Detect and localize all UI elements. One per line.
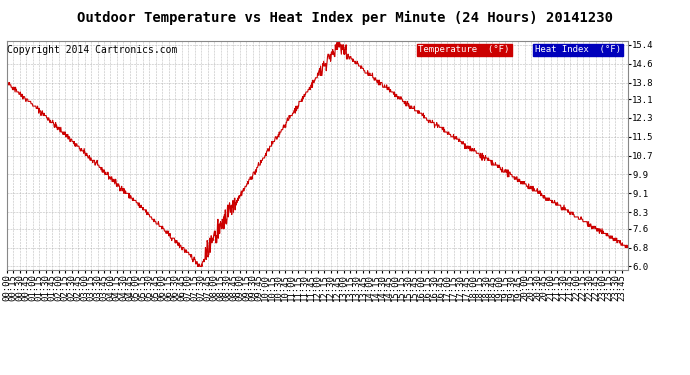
Text: Copyright 2014 Cartronics.com: Copyright 2014 Cartronics.com bbox=[7, 45, 177, 55]
Text: Temperature  (°F): Temperature (°F) bbox=[418, 45, 510, 54]
Text: Outdoor Temperature vs Heat Index per Minute (24 Hours) 20141230: Outdoor Temperature vs Heat Index per Mi… bbox=[77, 11, 613, 26]
Text: Heat Index  (°F): Heat Index (°F) bbox=[535, 45, 621, 54]
